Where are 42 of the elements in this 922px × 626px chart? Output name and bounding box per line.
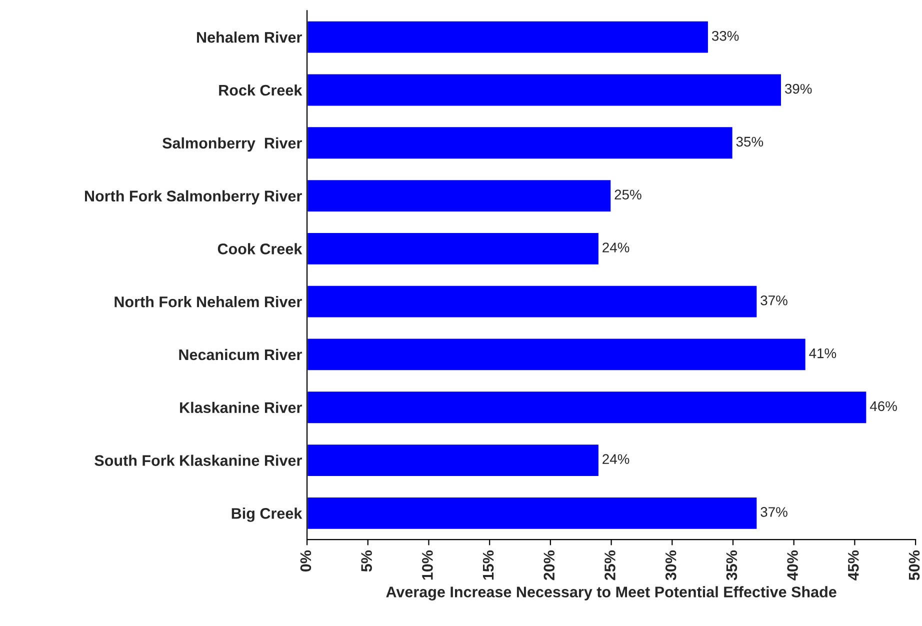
y-tick-label: Rock Creek bbox=[219, 84, 302, 96]
bar bbox=[307, 337, 807, 372]
bar bbox=[307, 443, 600, 478]
data-label: 46% bbox=[870, 401, 897, 412]
bar bbox=[307, 496, 758, 530]
bar bbox=[307, 20, 710, 54]
x-tick-label: 10% bbox=[422, 550, 433, 580]
y-tick-label: South Fork Klaskanine River bbox=[94, 454, 302, 466]
y-tick-label: Nehalem River bbox=[197, 32, 302, 43]
data-label: 37% bbox=[760, 295, 788, 306]
x-tick-label: 45% bbox=[848, 550, 859, 580]
y-tick-label: Big Creek bbox=[232, 508, 302, 522]
x-tick-label: 25% bbox=[604, 550, 616, 580]
data-label: 25% bbox=[614, 190, 642, 200]
x-axis-title: Average Increase Necessary to Meet Potential Effective Shade bbox=[386, 586, 836, 600]
y-tick-label: North Fork Salmonberry River bbox=[85, 190, 302, 204]
bar bbox=[307, 284, 758, 319]
data-label: 24% bbox=[602, 454, 630, 464]
y-tick-label: Salmonberry River bbox=[162, 137, 302, 152]
data-label: 33% bbox=[712, 30, 739, 41]
data-label: 37% bbox=[760, 507, 788, 517]
y-tick-label: Cook Creek bbox=[218, 243, 302, 254]
bar bbox=[307, 72, 782, 108]
x-tick-label: 5% bbox=[361, 550, 372, 572]
x-tick-label: 20% bbox=[544, 550, 555, 580]
x-tick-label: 50% bbox=[908, 550, 920, 580]
x-tick-label: 15% bbox=[482, 550, 494, 580]
x-tick-label: 0% bbox=[300, 550, 312, 572]
bar bbox=[307, 126, 734, 160]
bar bbox=[307, 178, 612, 213]
data-label: 24% bbox=[602, 242, 630, 252]
bar bbox=[307, 232, 600, 266]
bar bbox=[307, 390, 868, 424]
y-tick-label: North Fork Nehalem River bbox=[114, 296, 302, 308]
data-label: 41% bbox=[809, 348, 836, 358]
x-tick-label: 35% bbox=[726, 550, 738, 580]
data-label: 35% bbox=[736, 136, 764, 147]
y-tick-label: Klaskanine River bbox=[180, 402, 302, 414]
x-tick-label: 30% bbox=[665, 550, 676, 580]
x-tick-label: 40% bbox=[787, 550, 798, 580]
y-tick-label: Necanicum River bbox=[179, 348, 302, 360]
data-label: 39% bbox=[784, 84, 812, 94]
